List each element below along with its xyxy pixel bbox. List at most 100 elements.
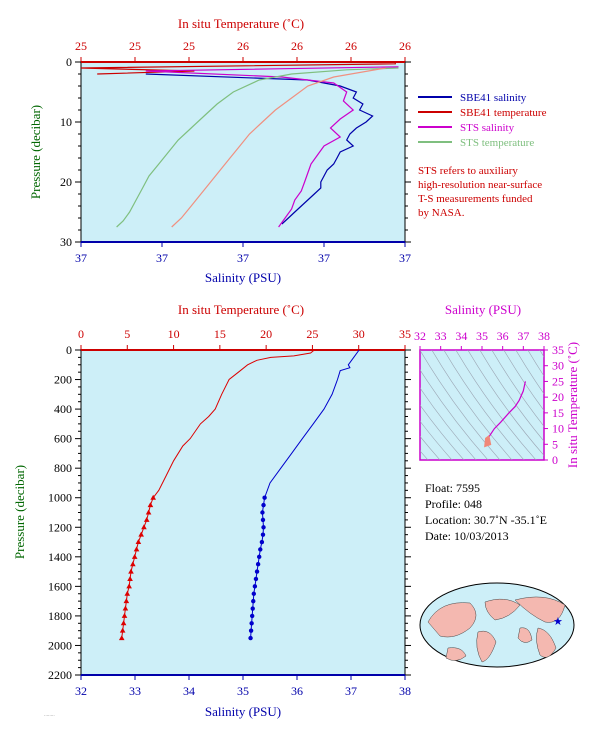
top-series-line	[145, 73, 374, 225]
temperature-marker	[150, 494, 157, 500]
main-temp-tick-label: 25	[306, 327, 318, 341]
main-sal-tick-label: 37	[345, 684, 357, 698]
note-line: high-resolution near-surface	[418, 179, 542, 191]
note-line: T-S measurements funded	[418, 193, 533, 205]
location: Location: 30.7˚N -35.1˚E	[425, 513, 547, 527]
top-series-line	[145, 66, 399, 228]
date: Date: 10/03/2013	[425, 529, 509, 543]
top-temp-tick-label: 26	[399, 39, 411, 53]
top-panel-plot-area	[80, 61, 406, 243]
world-map-icon: ★	[419, 582, 575, 668]
temperature-marker	[138, 531, 144, 537]
main-panel-salinity-axis-title: Salinity (PSU)	[205, 704, 281, 719]
top-sal-tick-label: 37	[318, 251, 330, 265]
main-panel-temperature-ticks: 0 5 10 15 20 25 30 35	[78, 327, 411, 350]
salinity-marker	[260, 510, 265, 515]
salinity-marker	[250, 606, 255, 611]
main-temp-tick-label: 5	[124, 327, 130, 341]
main-temp-tick-label: 10	[168, 327, 180, 341]
main-panel-pressure-ticks: 0 200 400 600 800 1000 1200 1400 1600 1800 2000 220…	[48, 343, 411, 682]
main-panel-plot-area	[80, 349, 406, 676]
main-pressure-tick-label: 1800	[48, 609, 72, 623]
main-panel-pressure-axis-title: Pressure (decibar)	[12, 465, 27, 559]
top-temp-tick-label: 25	[183, 39, 195, 53]
temperature-marker	[143, 516, 150, 522]
sts-note: STS refers to auxiliary high-resolution n…	[418, 165, 542, 219]
temperature-marker	[145, 509, 152, 515]
float-location-marker-icon: ★	[553, 616, 563, 628]
main-sal-tick-label: 32	[75, 684, 87, 698]
salinity-marker	[261, 502, 266, 508]
top-temp-tick-label: 26	[291, 39, 303, 53]
density-contour	[491, 350, 544, 427]
temperature-marker	[123, 598, 130, 604]
top-sal-tick-label: 37	[156, 251, 168, 265]
density-contour	[420, 420, 453, 460]
main-pressure-tick-label: 2200	[48, 668, 72, 682]
salinity-marker	[259, 539, 265, 545]
main-temp-tick-label: 0	[78, 327, 84, 341]
ts-sal-tick-label: 36	[497, 329, 509, 343]
top-temp-tick-label: 26	[237, 39, 249, 53]
top-series-line	[171, 67, 386, 228]
note-line: by NASA.	[418, 207, 465, 219]
main-pressure-tick-label: 800	[54, 461, 72, 475]
ts-sal-tick-label: 32	[414, 329, 426, 343]
temperature-marker	[147, 502, 154, 508]
ts-sal-tick-label: 35	[476, 329, 488, 343]
main-sal-tick-label: 38	[399, 684, 411, 698]
salinity-marker	[252, 584, 258, 589]
top-panel-series	[80, 62, 399, 228]
salinity-marker	[249, 621, 254, 626]
footer-fine-print: ········	[44, 713, 55, 718]
salinity-marker	[249, 613, 255, 619]
main-sal-tick-label: 36	[291, 684, 303, 698]
ts-temp-tick-label: 25	[552, 374, 564, 388]
main-sal-tick-label: 34	[183, 684, 195, 698]
ts-temp-tick-label: 5	[552, 437, 558, 451]
density-contour	[420, 369, 489, 460]
top-panel-temperature-axis-title: In situ Temperature (˚C)	[178, 16, 304, 31]
ts-sal-tick-label: 37	[517, 329, 529, 343]
salinity-marker	[251, 591, 256, 596]
top-panel-salinity-ticks: 37 37 37 37 37	[75, 242, 411, 265]
ts-sal-tick-label: 33	[435, 329, 447, 343]
temperature-marker	[141, 524, 147, 530]
density-contour	[420, 404, 465, 460]
top-temp-tick-label: 25	[129, 39, 141, 53]
top-temp-tick-label: 26	[345, 39, 357, 53]
temperature-marker	[120, 620, 127, 626]
density-contour	[420, 435, 441, 460]
salinity-marker	[248, 628, 254, 633]
density-contour	[455, 350, 537, 460]
main-temp-tick-label: 15	[214, 327, 226, 341]
main-temp-tick-label: 20	[260, 327, 272, 341]
salinity-marker	[254, 569, 260, 574]
ts-temp-tick-label: 30	[552, 359, 564, 373]
top-pressure-tick-label: 10	[60, 115, 72, 129]
ts-temperature-axis-title: In situ Temperature (˚C)	[565, 342, 580, 468]
legend-label: STS salinity	[460, 122, 515, 134]
ts-sal-tick-label: 38	[538, 329, 550, 343]
temperature-marker	[135, 539, 142, 545]
salinity-marker	[248, 635, 253, 641]
ts-deep-cluster	[484, 434, 492, 448]
temperature-marker	[127, 575, 133, 581]
profile-number: Profile: 048	[425, 497, 482, 511]
top-sal-tick-label: 37	[399, 251, 411, 265]
ts-plot-area	[419, 349, 545, 461]
main-pressure-tick-label: 1400	[48, 550, 72, 564]
salinity-marker	[257, 554, 262, 560]
ts-salinity-ticks: 32 33 34 35 36 37 38	[414, 329, 550, 350]
legend-label: STS temperature	[460, 137, 534, 149]
density-contour	[420, 387, 477, 460]
density-contour	[420, 450, 429, 460]
main-temp-tick-label: 35	[399, 327, 411, 341]
main-pressure-tick-label: 1000	[48, 491, 72, 505]
density-contour	[539, 350, 544, 358]
salinity-marker	[262, 495, 267, 500]
top-panel-salinity-axis-title: Salinity (PSU)	[205, 270, 281, 285]
top-pressure-tick-label: 30	[60, 235, 72, 249]
main-pressure-tick-label: 2000	[48, 638, 72, 652]
